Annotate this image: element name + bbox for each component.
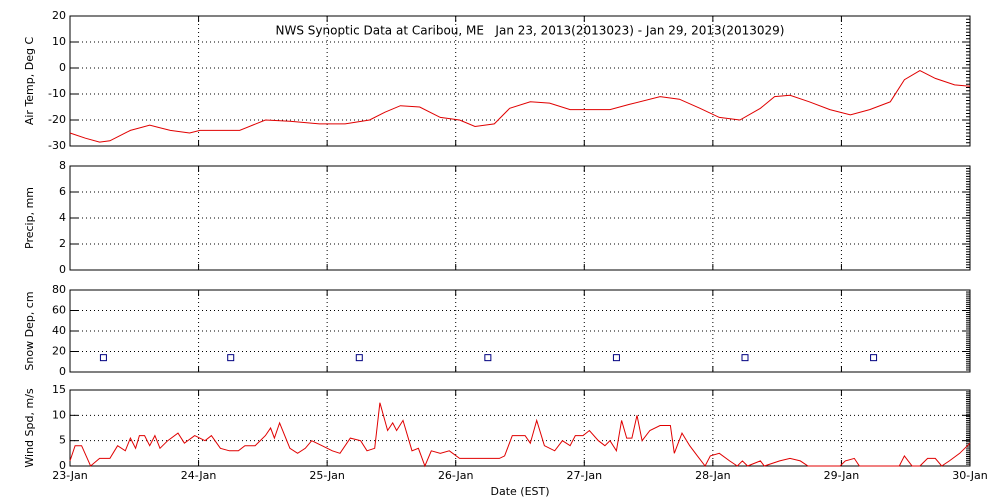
y-tick-label: 4 <box>59 211 66 224</box>
y-tick-label: 10 <box>52 408 66 421</box>
x-axis-label: Date (EST) <box>490 485 549 498</box>
y-axis-label: Precip, mm <box>23 187 36 249</box>
y-axis-label: Air Temp, Deg C <box>23 37 36 126</box>
y-tick-label: 5 <box>59 434 66 447</box>
y-tick-label: -20 <box>48 113 66 126</box>
y-tick-label: 8 <box>59 159 66 172</box>
data-point <box>355 354 363 362</box>
plot-frame <box>69 165 971 271</box>
data-point <box>99 354 107 362</box>
x-tick-label: 28-Jan <box>695 469 731 482</box>
y-axis-label: Snow Dep, cm <box>23 291 36 370</box>
y-tick-label: 80 <box>52 283 66 296</box>
x-tick-label: 27-Jan <box>567 469 603 482</box>
y-tick-label: 0 <box>59 61 66 74</box>
plot-frame <box>69 389 971 467</box>
y-tick-label: 20 <box>52 9 66 22</box>
y-tick-label: 0 <box>59 365 66 378</box>
data-point <box>870 354 878 362</box>
data-point <box>741 354 749 362</box>
data-line <box>69 70 971 143</box>
plot-frame <box>69 289 971 373</box>
x-tick-label: 29-Jan <box>824 469 860 482</box>
y-tick-label: 0 <box>59 459 66 472</box>
data-point <box>612 354 620 362</box>
y-tick-label: 40 <box>52 324 66 337</box>
y-tick-label: 20 <box>52 345 66 358</box>
data-line <box>69 402 971 468</box>
y-tick-label: 0 <box>59 263 66 276</box>
y-tick-label: 10 <box>52 35 66 48</box>
data-point <box>484 354 492 362</box>
x-tick-label: 23-Jan <box>52 469 88 482</box>
y-tick-label: 60 <box>52 304 66 317</box>
y-tick-label: 6 <box>59 185 66 198</box>
y-tick-label: 2 <box>59 237 66 250</box>
y-tick-label: -30 <box>48 139 66 152</box>
x-tick-label: 25-Jan <box>309 469 345 482</box>
y-tick-label: -10 <box>48 87 66 100</box>
plot-frame <box>69 15 971 147</box>
chart-title: NWS Synoptic Data at Caribou, ME Jan 23,… <box>276 24 785 38</box>
data-point <box>227 354 235 362</box>
x-tick-label: 24-Jan <box>181 469 217 482</box>
x-tick-label: 30-Jan <box>952 469 988 482</box>
y-tick-label: 15 <box>52 383 66 396</box>
y-axis-label: Wind Spd, m/s <box>23 388 36 468</box>
x-tick-label: 26-Jan <box>438 469 474 482</box>
